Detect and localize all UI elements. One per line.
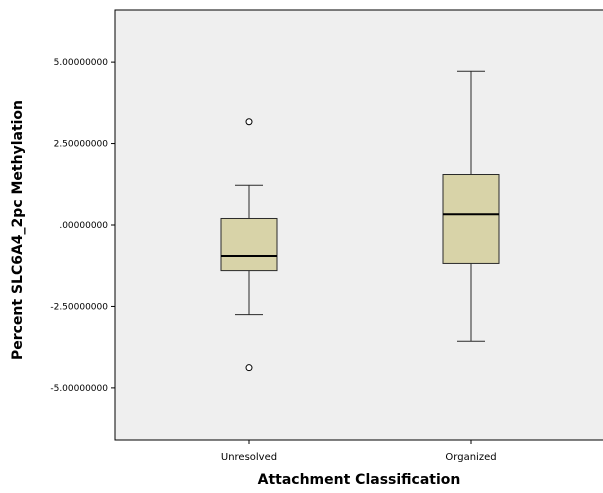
y-tick-label: 5.00000000: [54, 58, 109, 68]
x-axis-title: Attachment Classification: [258, 472, 461, 488]
box-organized: [442, 70, 500, 342]
x-axis-tick-labels: Unresolved Organized: [221, 440, 497, 463]
outlier-point: [245, 118, 253, 126]
y-tick-label: -5.00000000: [50, 384, 108, 394]
y-axis-title: Percent SLC6A4_2pc Methylation: [10, 100, 26, 360]
x-tick-label: Unresolved: [221, 452, 277, 463]
y-tick-label: 2.50000000: [54, 140, 109, 150]
y-tick-label: .00000000: [59, 221, 108, 231]
box-series: [220, 70, 500, 372]
iqr-box: [220, 217, 278, 272]
outlier-point: [245, 364, 253, 372]
iqr-box: [442, 174, 500, 264]
plot-area: [114, 9, 603, 441]
y-axis-ticks: 5.00000000 2.50000000 .00000000 -2.50000000…: [50, 58, 115, 394]
box-unresolved: [220, 118, 278, 372]
x-tick-label: Organized: [445, 452, 496, 463]
y-tick-label: -2.50000000: [50, 302, 108, 312]
